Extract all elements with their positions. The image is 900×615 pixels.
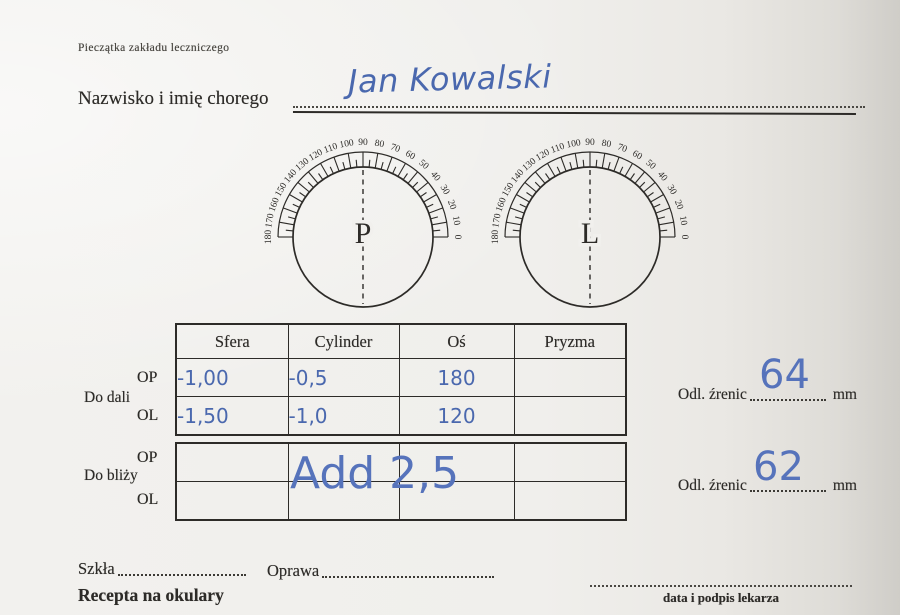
frame-row: Oprawa [267,561,495,581]
lenses-label: Szkła [78,559,115,578]
col-header-pryzma: Pryzma [513,323,627,359]
svg-text:110: 110 [323,142,340,156]
svg-text:40: 40 [655,170,669,184]
lenses-row: Szkła [78,559,246,579]
table-row-far-op: -1,00 -0,5 180 [175,358,627,397]
table-row-near-op [175,442,627,482]
svg-text:120: 120 [534,148,552,164]
svg-text:180: 180 [264,230,274,245]
rx-table-header-row: Sfera Cylinder Oś Pryzma [175,323,627,359]
svg-text:80: 80 [374,139,385,151]
pd-far-unit: mm [832,386,857,403]
frame-label: Oprawa [267,561,320,580]
far-op-eye-label: OP [137,369,158,386]
pd-far-value-handwritten: 64 [759,352,810,398]
svg-text:50: 50 [417,158,431,172]
svg-text:20: 20 [445,199,458,212]
svg-text:110: 110 [550,142,567,156]
rx-table-near [175,442,627,521]
svg-text:170: 170 [264,213,276,229]
svg-text:90: 90 [585,138,595,148]
pd-near-unit: mm [832,477,857,494]
section-label-near: Do bliży [84,467,138,484]
add-power-annotation: Add 2,5 [290,448,460,499]
near-op-pryzma [513,442,627,482]
pd-near-dotted-line [749,490,826,492]
svg-text:170: 170 [491,213,503,229]
near-ol-os [398,481,515,521]
svg-text:160: 160 [495,196,509,213]
pd-far-row: Odl. źrenic mm [678,386,857,404]
near-ol-sfera [175,481,289,521]
stamp-area-label: Pieczątka zakładu leczniczego [78,42,230,54]
col-header-os: Oś [398,323,515,359]
near-op-eye-label: OP [137,449,158,466]
near-op-cylinder [287,442,400,482]
far-ol-eye-label: OL [137,407,159,424]
axis-protractor-left-eye: 0 10 20 30 40 50 60 70 80 90 100 110 120 130 140 150 160… [485,137,695,337]
svg-text:50: 50 [644,158,658,172]
col-header-cylinder: Cylinder [287,323,400,359]
svg-text:L: L [581,217,599,250]
far-op-pryzma [513,358,627,397]
far-ol-sfera: -1,50 [175,396,289,436]
svg-text:180: 180 [491,230,501,245]
svg-text:120: 120 [307,148,325,164]
section-label-far: Do dali [84,389,131,406]
svg-text:90: 90 [358,138,368,148]
near-ol-cylinder [287,481,400,521]
near-op-sfera [175,442,289,482]
pd-far-label: Odl. źrenic [678,386,747,403]
svg-text:40: 40 [428,170,442,184]
svg-text:60: 60 [403,149,416,163]
svg-text:0: 0 [452,235,462,240]
frame-dotted-line [322,576,495,578]
svg-text:70: 70 [389,142,402,155]
far-op-os: 180 [398,358,515,397]
far-ol-cylinder: -1,0 [287,396,400,436]
signature-dotted-line [590,574,852,587]
col-header-sfera: Sfera [175,323,289,359]
svg-text:70: 70 [616,142,629,155]
patient-name-handwritten: Jan Kowalski [347,57,553,101]
svg-text:10: 10 [450,215,462,226]
table-row-near-ol [175,481,627,521]
pd-near-row: Odl. źrenic mm [678,477,857,495]
svg-text:10: 10 [677,215,689,226]
lenses-dotted-line [117,574,246,576]
rx-table-distance: Sfera Cylinder Oś Pryzma -1,00 -0,5 180 … [175,323,627,436]
far-op-sfera: -1,00 [175,358,289,397]
patient-name-dotted-line [293,95,865,108]
svg-text:20: 20 [672,199,685,212]
patient-name-label: Nazwisko i imię chorego [78,88,269,109]
svg-text:30: 30 [665,183,679,196]
pd-near-label: Odl. źrenic [678,477,747,494]
near-ol-pryzma [513,481,627,521]
pd-near-value-handwritten: 62 [753,444,804,490]
svg-text:100: 100 [339,138,355,150]
svg-text:0: 0 [679,235,689,240]
far-ol-os: 120 [398,396,515,436]
axis-protractor-right-eye: 0 10 20 30 40 50 60 70 80 90 100 110 120 130 140 150 160… [258,137,468,337]
near-ol-eye-label: OL [137,491,159,508]
far-op-cylinder: -0,5 [287,358,400,397]
pd-far-dotted-line [749,399,826,401]
svg-text:160: 160 [268,196,282,213]
far-ol-pryzma [513,396,627,436]
form-title: Recepta na okulary [78,585,224,605]
svg-text:P: P [355,217,372,250]
table-row-far-ol: -1,50 -1,0 120 [175,396,627,436]
signature-label: data i podpis lekarza [663,590,779,605]
svg-text:60: 60 [630,149,643,163]
patient-name-underline [292,100,857,115]
svg-text:80: 80 [601,139,612,151]
svg-text:100: 100 [566,138,582,150]
svg-text:30: 30 [438,183,452,196]
